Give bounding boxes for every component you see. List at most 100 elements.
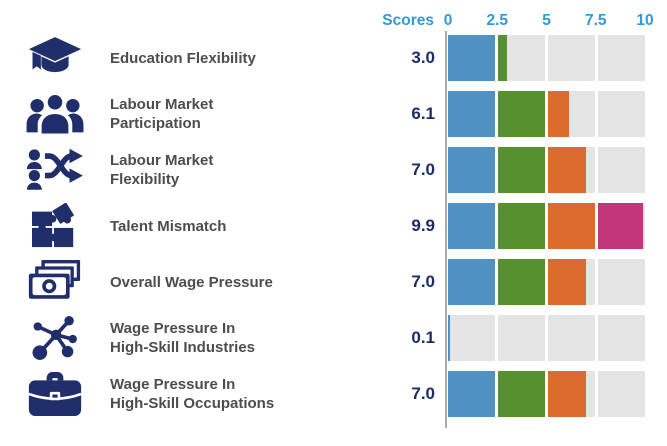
row-score: 7.0 <box>411 384 435 403</box>
bar-segment <box>548 35 595 81</box>
x-axis-tick: 5 <box>542 12 551 29</box>
chart-row: Education Flexibility 3.0 <box>0 35 645 81</box>
chart-row: Wage Pressure In High-Skill Industries 0.… <box>0 315 645 361</box>
bar-segment <box>498 259 545 305</box>
bar-segment-fill <box>498 147 545 193</box>
chart-row: Overall Wage Pressure 7.0 <box>0 259 645 305</box>
scores-column-header: Scores <box>382 12 434 29</box>
row-label-line: Labour Market <box>110 152 214 169</box>
bar-segment <box>448 371 495 417</box>
row-label: Wage Pressure In High-Skill Occupations <box>110 371 355 417</box>
row-label-line: Talent Mismatch <box>110 217 227 235</box>
row-bar <box>448 203 645 249</box>
bar-segment-fill <box>448 35 495 81</box>
bar-segment <box>598 315 645 361</box>
bar-segment-fill <box>498 259 545 305</box>
bar-segment-fill <box>548 259 586 305</box>
row-label-line: Participation <box>110 115 201 132</box>
row-label-line: Overall Wage Pressure <box>110 273 273 291</box>
row-label-line: Education Flexibility <box>110 49 256 67</box>
x-axis-tick: 7.5 <box>584 12 607 29</box>
bar-segment <box>598 91 645 137</box>
row-label-line: Labour Market <box>110 96 214 113</box>
bar-segment-fill <box>448 91 495 137</box>
chart-row: Labour Market Participation 6.1 <box>0 91 645 137</box>
row-label-line: Wage Pressure In <box>110 376 236 393</box>
row-bar <box>448 315 645 361</box>
chart-row: Wage Pressure In High-Skill Occupations 7… <box>0 371 645 417</box>
bar-segment <box>548 315 595 361</box>
briefcase-icon <box>0 371 110 417</box>
row-bar <box>448 35 645 81</box>
bar-segment <box>498 147 545 193</box>
row-label-line: Flexibility <box>110 171 180 188</box>
puzzle-pieces-icon <box>0 203 110 249</box>
bar-segment-fill <box>448 371 495 417</box>
row-label: Talent Mismatch <box>110 203 355 249</box>
x-axis-tick: 2.5 <box>486 12 509 29</box>
row-label: Education Flexibility <box>110 35 355 81</box>
bar-segment-fill <box>548 203 595 249</box>
chart-row: Labour Market Flexibility 7.0 <box>0 147 645 193</box>
bar-segment <box>548 91 595 137</box>
bar-segment <box>598 35 645 81</box>
row-bar <box>448 91 645 137</box>
row-label: Labour Market Participation <box>110 91 355 137</box>
row-label-line: High-Skill Occupations <box>110 395 275 412</box>
bar-segment <box>498 91 545 137</box>
bar-segment-fill <box>548 371 586 417</box>
row-score: 7.0 <box>411 160 435 179</box>
bar-segment <box>598 259 645 305</box>
bar-segment <box>548 147 595 193</box>
bar-segment <box>598 203 645 249</box>
bar-segment-fill <box>598 203 644 249</box>
bar-segment <box>598 147 645 193</box>
chart-row: Talent Mismatch 9.9 <box>0 203 645 249</box>
bar-segment <box>448 35 495 81</box>
row-label: Overall Wage Pressure <box>110 259 355 305</box>
people-group-icon <box>0 91 110 137</box>
bar-segment <box>448 147 495 193</box>
row-bar <box>448 259 645 305</box>
row-label: Wage Pressure In High-Skill Industries <box>110 315 355 361</box>
row-label: Labour Market Flexibility <box>110 147 355 193</box>
row-score: 7.0 <box>411 272 435 291</box>
bar-segment <box>448 315 495 361</box>
bar-segment-fill <box>498 91 545 137</box>
bar-segment <box>548 203 595 249</box>
bar-segment-fill <box>448 147 495 193</box>
bar-segment-fill <box>498 35 508 81</box>
bar-segment <box>448 203 495 249</box>
bar-segment-fill <box>498 371 545 417</box>
row-bar <box>448 147 645 193</box>
bar-segment <box>498 203 545 249</box>
bar-segment-fill <box>548 147 586 193</box>
graduation-cap-icon <box>0 35 110 81</box>
bar-segment <box>498 35 545 81</box>
bar-segment-fill <box>448 315 450 361</box>
row-bar <box>448 371 645 417</box>
row-score: 6.1 <box>411 104 435 123</box>
row-score: 3.0 <box>411 48 435 67</box>
network-icon <box>0 315 110 361</box>
x-axis: 0 2.5 5 7.5 10 <box>444 12 654 32</box>
bar-segment <box>498 371 545 417</box>
bar-segment <box>548 371 595 417</box>
row-score: 0.1 <box>411 328 435 347</box>
person-shuffle-icon <box>0 147 110 193</box>
bar-segment <box>448 259 495 305</box>
axis-baseline <box>445 31 447 428</box>
bar-segment <box>548 259 595 305</box>
bar-segment <box>598 371 645 417</box>
bar-segment <box>448 91 495 137</box>
row-label-line: High-Skill Industries <box>110 339 256 356</box>
bar-segment <box>498 315 545 361</box>
chart-rows: Education Flexibility 3.0 Labour Market P… <box>0 35 645 417</box>
x-axis-tick: 10 <box>636 12 654 29</box>
x-axis-tick: 0 <box>443 12 453 29</box>
bar-segment-fill <box>448 203 495 249</box>
bar-segment-fill <box>448 259 495 305</box>
banknotes-icon <box>0 259 110 305</box>
row-score: 9.9 <box>411 216 435 235</box>
